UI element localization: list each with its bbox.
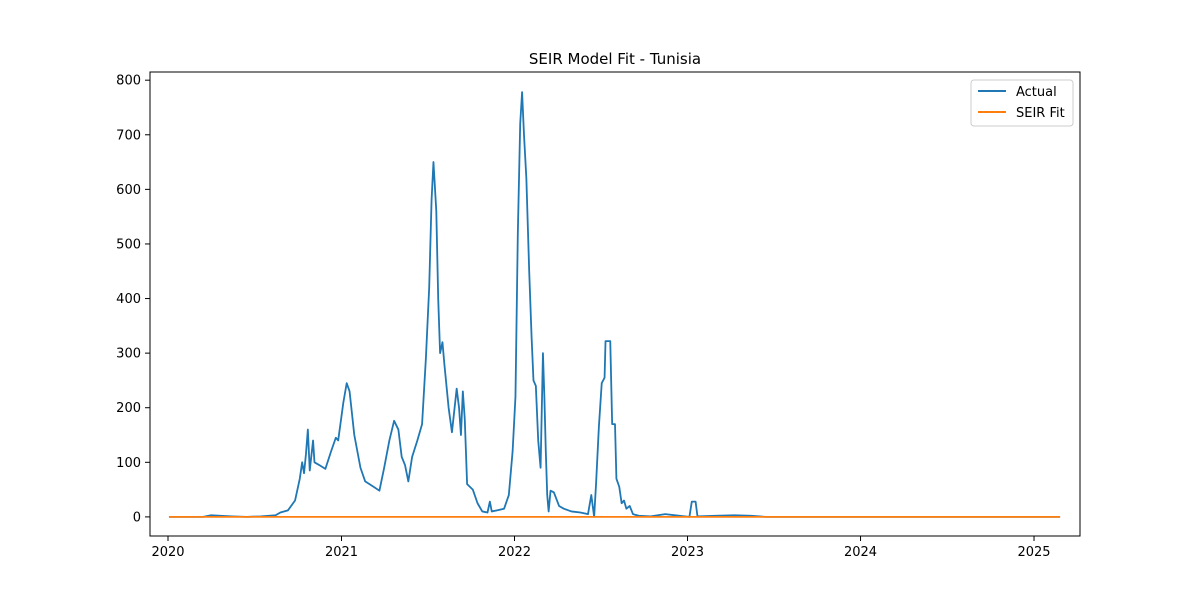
x-tick-label: 2021 (325, 545, 358, 560)
y-tick-label: 700 (116, 128, 141, 143)
y-tick-label: 600 (116, 183, 141, 198)
y-tick-label: 500 (116, 237, 141, 252)
y-axis: 0 100 200 300 400 500 600 700 800 (116, 74, 150, 525)
y-tick-label: 200 (116, 401, 141, 416)
plot-area (168, 91, 1061, 518)
y-tick-label: 300 (116, 347, 141, 362)
chart-title: SEIR Model Fit - Tunisia (529, 50, 701, 68)
y-tick-label: 800 (116, 74, 141, 89)
y-tick-label: 100 (116, 456, 141, 471)
legend-label-seir-fit: SEIR Fit (1016, 106, 1065, 121)
y-tick-label: 400 (116, 292, 141, 307)
x-tick-label: 2020 (151, 545, 184, 560)
y-tick-label: 0 (133, 510, 141, 525)
x-tick-label: 2023 (671, 545, 704, 560)
legend-label-actual: Actual (1016, 85, 1057, 100)
x-tick-label: 2022 (498, 545, 531, 560)
x-tick-label: 2024 (844, 545, 877, 560)
x-axis: 2020 2021 2022 2023 2024 2025 (151, 536, 1051, 560)
legend: Actual SEIR Fit (970, 79, 1074, 127)
series-line-actual (168, 91, 1061, 518)
plot-frame (149, 71, 1081, 537)
x-tick-label: 2025 (1017, 545, 1050, 560)
